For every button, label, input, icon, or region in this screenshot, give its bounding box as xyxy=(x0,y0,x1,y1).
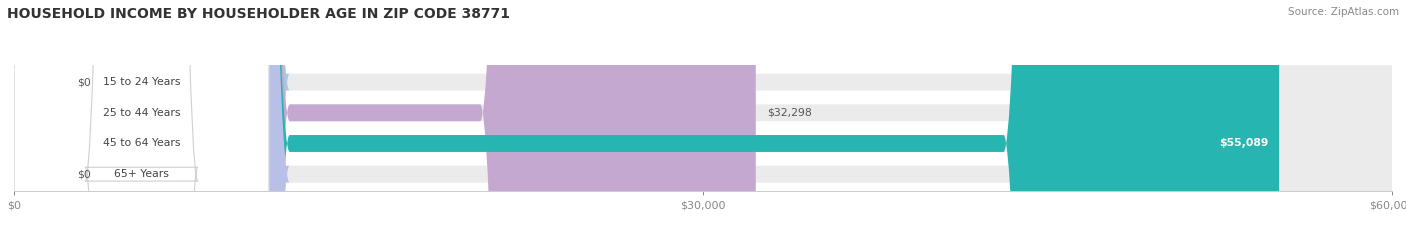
Text: Source: ZipAtlas.com: Source: ZipAtlas.com xyxy=(1288,7,1399,17)
Text: $55,089: $55,089 xyxy=(1219,138,1268,148)
FancyBboxPatch shape xyxy=(14,0,1392,233)
FancyBboxPatch shape xyxy=(14,0,269,233)
FancyBboxPatch shape xyxy=(0,0,290,233)
FancyBboxPatch shape xyxy=(14,0,1279,233)
Text: $0: $0 xyxy=(77,77,91,87)
FancyBboxPatch shape xyxy=(14,0,269,233)
FancyBboxPatch shape xyxy=(14,0,1392,233)
Text: 25 to 44 Years: 25 to 44 Years xyxy=(103,108,180,118)
Text: $0: $0 xyxy=(77,169,91,179)
Text: 65+ Years: 65+ Years xyxy=(114,169,169,179)
FancyBboxPatch shape xyxy=(0,0,290,233)
FancyBboxPatch shape xyxy=(14,0,1392,233)
Text: $32,298: $32,298 xyxy=(766,108,811,118)
Text: HOUSEHOLD INCOME BY HOUSEHOLDER AGE IN ZIP CODE 38771: HOUSEHOLD INCOME BY HOUSEHOLDER AGE IN Z… xyxy=(7,7,510,21)
FancyBboxPatch shape xyxy=(14,0,269,233)
FancyBboxPatch shape xyxy=(14,0,756,233)
FancyBboxPatch shape xyxy=(14,0,269,233)
Text: 45 to 64 Years: 45 to 64 Years xyxy=(103,138,180,148)
Text: 15 to 24 Years: 15 to 24 Years xyxy=(103,77,180,87)
FancyBboxPatch shape xyxy=(14,0,1392,233)
